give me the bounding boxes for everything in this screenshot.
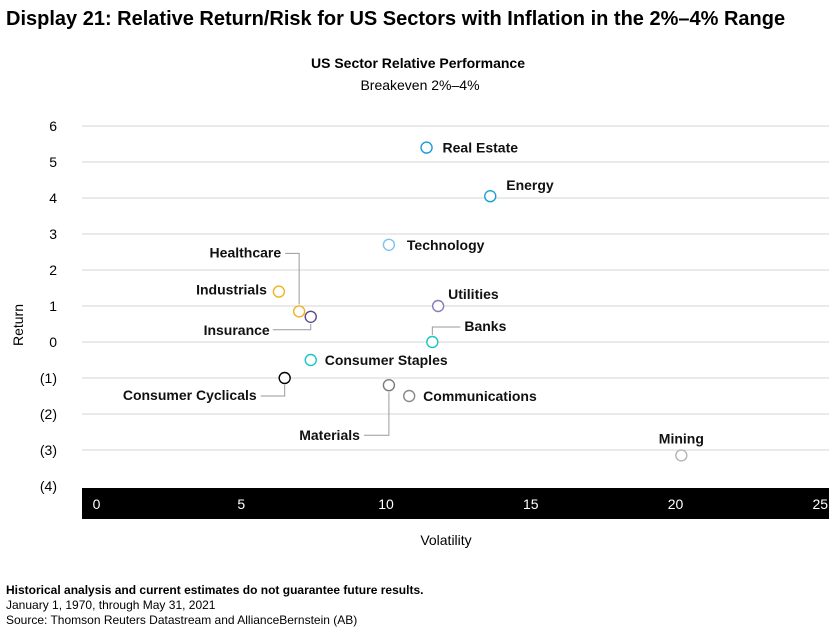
data-labels: Real Estate Energy Technology Industrials He… <box>123 140 704 447</box>
point-energy <box>484 189 497 203</box>
point-real-estate <box>420 141 433 154</box>
label-materials: Materials <box>299 427 360 443</box>
label-mining: Mining <box>659 430 704 446</box>
leader-line-healthcare <box>285 252 300 305</box>
point-insurance <box>304 310 317 323</box>
data-points <box>272 141 688 462</box>
x-tick-label: 5 <box>237 496 245 512</box>
chart-subtitle: Breakeven 2%–4% <box>360 77 479 93</box>
y-tick-label: (3) <box>40 442 57 458</box>
footer: Historical analysis and current estimate… <box>6 583 423 628</box>
leader-line-materials <box>363 392 390 436</box>
y-tick-label: 0 <box>49 334 57 350</box>
y-tick-label: 1 <box>49 298 57 314</box>
point-consumer-cyclicals <box>278 371 291 385</box>
point-materials <box>382 379 396 392</box>
label-industrials: Industrials <box>196 282 267 298</box>
x-axis-ticks: 0 5 10 15 20 25 <box>93 496 829 512</box>
y-tick-label: 4 <box>49 190 57 206</box>
point-banks <box>426 335 439 349</box>
x-tick-label: 0 <box>93 496 101 512</box>
point-utilities <box>431 299 445 313</box>
footer-date-range: January 1, 1970, through May 31, 2021 <box>6 598 216 612</box>
label-healthcare: Healthcare <box>210 244 282 260</box>
y-tick-label: 2 <box>49 262 57 278</box>
label-insurance: Insurance <box>204 322 270 338</box>
point-communications <box>402 389 416 403</box>
label-real-estate: Real Estate <box>443 140 519 156</box>
leader-line-banks <box>431 326 461 335</box>
y-tick-label: 3 <box>49 226 57 242</box>
label-energy: Energy <box>506 177 554 193</box>
y-tick-label: (1) <box>40 370 57 386</box>
y-tick-label: 5 <box>49 154 57 170</box>
footer-disclaimer: Historical analysis and current estimate… <box>6 583 424 597</box>
y-axis-ticks: 6 5 4 3 2 1 0 (1) (2) (3) (4) <box>40 118 57 494</box>
y-axis-label: Return <box>10 304 26 346</box>
x-tick-label: 20 <box>668 496 684 512</box>
y-tick-label: 6 <box>49 118 57 134</box>
point-industrials <box>272 285 286 298</box>
label-consumer-cyclicals: Consumer Cyclicals <box>123 387 257 403</box>
leader-line-consumer-cyclicals <box>260 385 286 397</box>
point-consumer-staples <box>304 353 317 367</box>
point-mining <box>675 449 688 462</box>
label-banks: Banks <box>464 318 506 334</box>
scatter-chart: US Sector Relative Performance Breakeven… <box>10 55 829 548</box>
label-consumer-staples: Consumer Staples <box>325 352 448 368</box>
y-tick-label: (4) <box>40 478 57 494</box>
label-utilities: Utilities <box>448 286 499 302</box>
chart-title: US Sector Relative Performance <box>311 55 525 71</box>
leader-line-insurance <box>272 323 312 331</box>
display-title: Display 21: Relative Return/Risk for US … <box>6 8 786 30</box>
leader-lines <box>260 252 461 436</box>
x-tick-label: 10 <box>378 496 394 512</box>
footer-source: Source: Thomson Reuters Datastream and A… <box>6 613 358 627</box>
point-technology <box>382 238 396 252</box>
x-tick-label: 15 <box>523 496 539 512</box>
y-tick-label: (2) <box>40 406 57 422</box>
label-communications: Communications <box>423 388 537 404</box>
grid-lines <box>82 125 829 451</box>
x-axis-band <box>82 488 829 519</box>
x-axis-label: Volatility <box>420 532 471 548</box>
label-technology: Technology <box>407 237 485 253</box>
x-tick-label: 25 <box>813 496 829 512</box>
point-healthcare <box>292 305 306 318</box>
